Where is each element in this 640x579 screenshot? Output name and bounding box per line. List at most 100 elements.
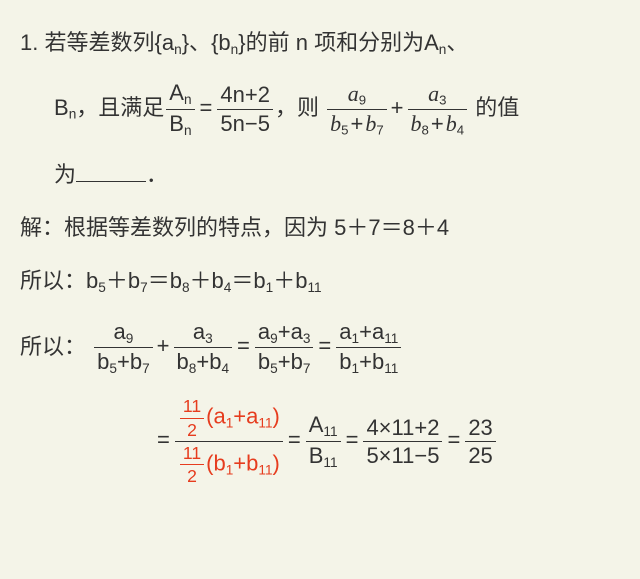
fraction-red: 11 2 (a1+a11) 11 2 (b1+b11)	[175, 396, 283, 486]
problem-line-2: Bn，且满足 An Bn = 4n+2 5n−5 ，则 a9 b5+b7 + a…	[20, 80, 620, 138]
sub: 8	[189, 361, 197, 376]
fraction-f3: a9+a3 b5+b7	[255, 319, 314, 377]
var: b	[330, 111, 341, 136]
sub: 11	[384, 330, 398, 345]
fraction-AB: A11 B11	[306, 412, 341, 470]
var: b	[253, 268, 265, 293]
sub: 11	[384, 361, 398, 376]
numerator: 23	[465, 415, 495, 442]
text: 所以：	[20, 268, 86, 293]
sub: 5	[109, 361, 117, 376]
num-var: A	[169, 80, 184, 105]
equals: =	[346, 427, 359, 452]
text: 解：根据等差数列的特点，因为	[20, 215, 334, 240]
equals: =	[200, 95, 213, 120]
var: a	[291, 319, 303, 344]
fraction-answer: 23 25	[465, 415, 495, 469]
fraction-ratio-lhs: An Bn	[166, 80, 194, 138]
var: B	[309, 443, 324, 468]
var: a	[339, 319, 351, 344]
equals: ＝	[148, 268, 170, 293]
sub: 3	[439, 93, 446, 108]
problem-number: 1.	[20, 30, 38, 55]
var: b	[365, 111, 376, 136]
sub: 11	[323, 424, 337, 439]
sub: 8	[182, 280, 190, 295]
den: 2	[180, 465, 204, 486]
set-close: }	[182, 30, 189, 55]
sub: 4	[457, 122, 464, 137]
equals: =	[157, 427, 170, 452]
sub: 9	[359, 93, 366, 108]
equals: =	[318, 333, 331, 358]
sub-n: n	[184, 123, 192, 138]
plus: ＋	[273, 268, 295, 293]
var: A	[309, 412, 324, 437]
num: 11	[180, 443, 204, 465]
den-var: B	[169, 111, 184, 136]
text: 的前 n 项和分别为	[246, 30, 424, 55]
var: b	[128, 268, 140, 293]
sub: 1	[226, 462, 234, 477]
var-A: A	[424, 30, 439, 55]
sep: 、	[446, 30, 468, 55]
var: a	[258, 319, 270, 344]
sub: 3	[303, 330, 311, 345]
var: b	[86, 268, 98, 293]
text: ．	[146, 162, 168, 187]
plus: +	[157, 333, 170, 358]
var: a	[113, 319, 125, 344]
numerator: 4×11+2	[363, 415, 442, 442]
sep: 、	[189, 30, 211, 55]
den: 2	[180, 419, 204, 440]
sub: 11	[307, 280, 321, 295]
numerator: 4n+2	[217, 82, 273, 109]
var-b: b	[218, 30, 230, 55]
text: 若等差数列	[44, 30, 154, 55]
sub: 9	[126, 330, 134, 345]
sub: 7	[376, 122, 383, 137]
var: b	[170, 268, 182, 293]
text: ，且满足	[76, 95, 164, 120]
sub: 3	[205, 330, 213, 345]
sub: 5	[341, 122, 348, 137]
var: b	[446, 111, 457, 136]
fraction-calc: 4×11+2 5×11−5	[363, 415, 442, 469]
var-a: a	[162, 30, 174, 55]
inner-frac: 11 2	[180, 443, 204, 486]
fraction-f4: a1+a11 b1+b11	[336, 319, 401, 377]
var: b	[177, 349, 189, 374]
set-open: {	[155, 30, 162, 55]
var: b	[213, 450, 225, 475]
red-numerator: 11 2 (a1+a11)	[175, 396, 283, 441]
solution-line-2: 所以：b5＋b7＝b8＋b4＝b1＋b11	[20, 264, 620, 298]
math-problem-page: 1. 若等差数列{an}、{bn}的前 n 项和分别为An、 Bn，且满足 An…	[0, 0, 640, 526]
var: b	[372, 349, 384, 374]
var: b	[411, 111, 422, 136]
var: a	[372, 319, 384, 344]
fraction-f2: a3 b8+b4	[174, 319, 233, 377]
sub: 1	[226, 416, 234, 431]
text: 为	[54, 162, 76, 187]
sub: 5	[270, 361, 278, 376]
plus: +	[431, 111, 444, 136]
text: 所以：	[20, 333, 86, 358]
var: b	[258, 349, 270, 374]
sub-n: n	[184, 92, 192, 107]
num: 11	[180, 396, 204, 418]
sub-n: n	[174, 42, 182, 57]
sub: 4	[221, 361, 229, 376]
sub: 5	[98, 280, 106, 295]
plus: +	[391, 95, 404, 120]
answer-blank	[76, 159, 146, 182]
var: b	[246, 450, 258, 475]
target-fraction-1: a9 b5+b7	[327, 81, 387, 138]
var: b	[130, 349, 142, 374]
target-fraction-2: a3 b8+b4	[408, 81, 468, 138]
equation: 5＋7＝8＋4	[334, 215, 449, 240]
var: a	[213, 404, 225, 429]
sub: 1	[352, 330, 360, 345]
plus: +	[350, 111, 363, 136]
equals: =	[237, 333, 250, 358]
solution-line-3: 所以： a9 b5+b7 + a3 b8+b4 = a9+a3 b5+b7 = …	[20, 319, 620, 377]
